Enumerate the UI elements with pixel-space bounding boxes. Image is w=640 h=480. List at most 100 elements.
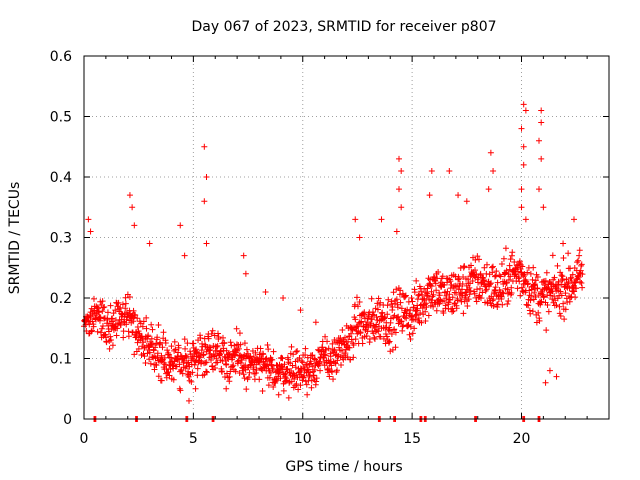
data-point (121, 313, 128, 320)
data-point (268, 361, 275, 368)
data-point (527, 297, 534, 304)
data-point (479, 289, 486, 296)
data-point (466, 284, 473, 291)
data-point (115, 299, 122, 306)
data-point (562, 290, 569, 297)
data-point (554, 295, 561, 302)
data-point (560, 300, 567, 307)
data-point (500, 255, 507, 262)
data-point (299, 359, 306, 366)
data-point (416, 291, 423, 298)
data-point (538, 155, 545, 162)
data-point (532, 293, 539, 300)
data-point (490, 296, 497, 303)
data-point (576, 252, 583, 259)
data-point (464, 303, 471, 310)
data-point (446, 167, 453, 174)
data-point (407, 335, 414, 342)
data-point (139, 323, 146, 330)
data-point (562, 306, 569, 313)
data-point (280, 295, 287, 301)
data-point (186, 397, 192, 404)
data-point (315, 359, 322, 366)
data-point (152, 344, 159, 351)
data-point (569, 283, 576, 290)
data-point (198, 358, 205, 365)
data-point (88, 327, 95, 334)
data-point (398, 305, 405, 312)
data-point (536, 137, 542, 144)
data-point (463, 198, 470, 205)
data-point (435, 268, 442, 275)
data-point (223, 347, 230, 354)
data-point (502, 270, 509, 277)
data-point (415, 317, 422, 324)
data-point (126, 294, 133, 301)
data-point (177, 387, 184, 394)
data-point (474, 286, 481, 293)
data-point (378, 216, 385, 223)
data-point (522, 107, 529, 114)
data-point (364, 319, 371, 326)
data-point (469, 278, 476, 285)
data-point (168, 343, 175, 350)
data-point (392, 344, 399, 351)
data-point (175, 344, 182, 351)
data-point (143, 325, 150, 332)
data-point (214, 359, 221, 366)
data-point (294, 348, 301, 354)
data-point (433, 307, 440, 314)
data-point (573, 285, 580, 292)
data-point (361, 315, 368, 322)
data-point (339, 347, 346, 354)
data-point (384, 311, 391, 318)
data-point (252, 369, 259, 376)
data-point (534, 285, 541, 292)
data-point (148, 341, 155, 348)
data-point (371, 334, 378, 341)
data-point (331, 346, 338, 353)
data-point (473, 298, 480, 305)
data-point (198, 347, 205, 354)
data-point (98, 325, 105, 332)
data-point (191, 361, 198, 368)
data-point (524, 269, 531, 276)
data-point (358, 318, 365, 325)
data-points (81, 101, 586, 422)
data-point (487, 149, 494, 156)
data-point (135, 345, 142, 352)
data-point (289, 362, 296, 369)
data-point (352, 336, 359, 343)
data-point (461, 263, 468, 270)
data-point (218, 368, 225, 375)
data-point (390, 289, 397, 296)
data-point (382, 340, 389, 347)
data-point (409, 298, 416, 305)
data-point (553, 373, 560, 380)
data-point (491, 273, 498, 280)
data-point (155, 373, 162, 380)
data-point (179, 370, 186, 377)
data-point (503, 267, 510, 274)
data-point (408, 295, 415, 302)
data-point (498, 260, 505, 267)
data-point (114, 325, 121, 332)
data-point (545, 308, 552, 315)
data-point (374, 300, 381, 307)
data-point (396, 155, 402, 162)
data-point (170, 376, 177, 383)
data-point (424, 292, 431, 299)
data-point (313, 378, 320, 385)
data-point (197, 335, 204, 342)
data-point (557, 288, 564, 295)
data-point (450, 307, 457, 314)
data-point (353, 294, 360, 301)
data-point (502, 245, 509, 252)
data-point (325, 345, 332, 352)
data-point (540, 293, 547, 300)
data-point (569, 271, 576, 278)
data-point (280, 387, 287, 394)
data-point (126, 192, 133, 199)
data-point (342, 334, 349, 341)
data-point (481, 264, 488, 271)
